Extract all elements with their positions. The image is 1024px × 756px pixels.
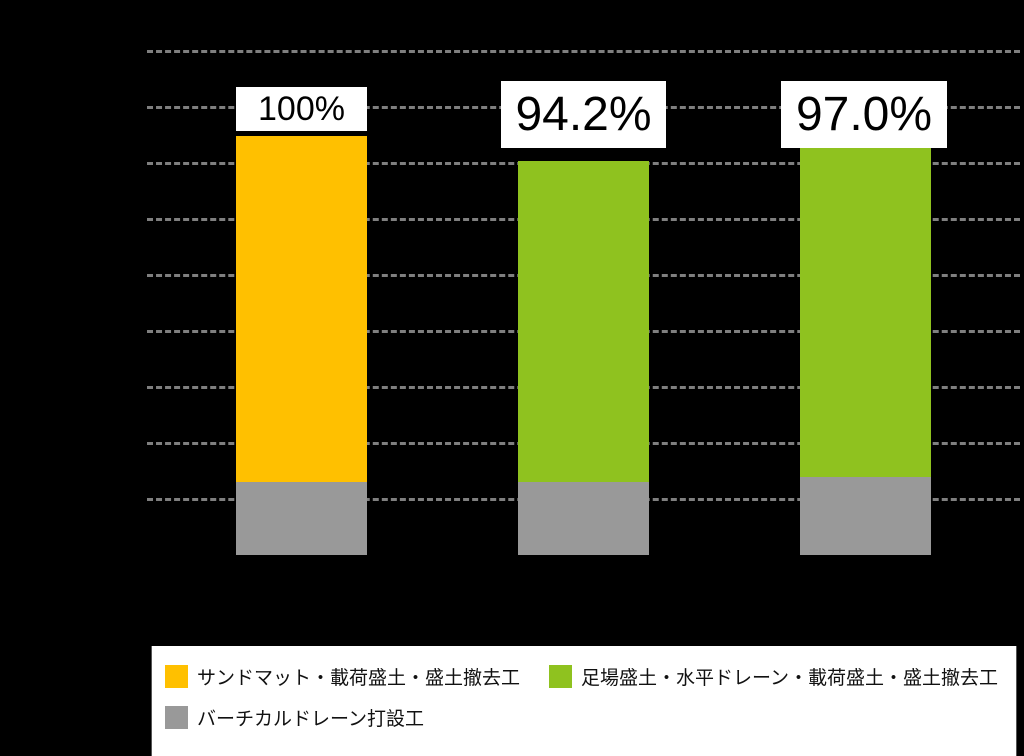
legend-swatch-yellow <box>165 664 188 688</box>
gridline <box>147 50 1020 53</box>
bar-1-segment-vertical-drain <box>236 482 367 555</box>
bar-2-segment-vertical-drain <box>518 482 649 555</box>
bar-2-data-label: 94.2% <box>501 81 666 148</box>
bar-1 <box>236 136 367 555</box>
bar-2 <box>518 161 649 555</box>
legend-item-vertical-drain: バーチカルドレーン打設工 <box>165 705 425 730</box>
bar-3-segment-scaffold-fill <box>800 148 931 477</box>
bar-1-data-label: 100% <box>236 87 367 131</box>
legend-swatch-green <box>549 664 572 688</box>
bar-3-segment-vertical-drain <box>800 477 931 555</box>
bar-3-data-label: 97.0% <box>781 81 947 148</box>
bar-3 <box>800 148 931 555</box>
bar-1-segment-sandmat <box>236 136 367 482</box>
legend-label: サンドマット・載荷盛土・盛土撤去工 <box>197 666 521 689</box>
bar-2-segment-scaffold-fill <box>518 161 649 482</box>
chart-plot-area: 100% 94.2% 97.0% <box>147 50 1020 555</box>
legend-label: バーチカルドレーン打設工 <box>197 707 425 730</box>
legend-label: 足場盛土・水平ドレーン・載荷盛土・盛土撤去工 <box>581 666 999 689</box>
legend-swatch-gray <box>165 705 188 729</box>
chart-legend: サンドマット・載荷盛土・盛土撤去工 足場盛土・水平ドレーン・載荷盛土・盛土撤去工… <box>151 646 1017 756</box>
legend-item-sandmat: サンドマット・載荷盛土・盛土撤去工 <box>165 664 521 689</box>
legend-item-scaffold-fill: 足場盛土・水平ドレーン・載荷盛土・盛土撤去工 <box>549 664 999 689</box>
